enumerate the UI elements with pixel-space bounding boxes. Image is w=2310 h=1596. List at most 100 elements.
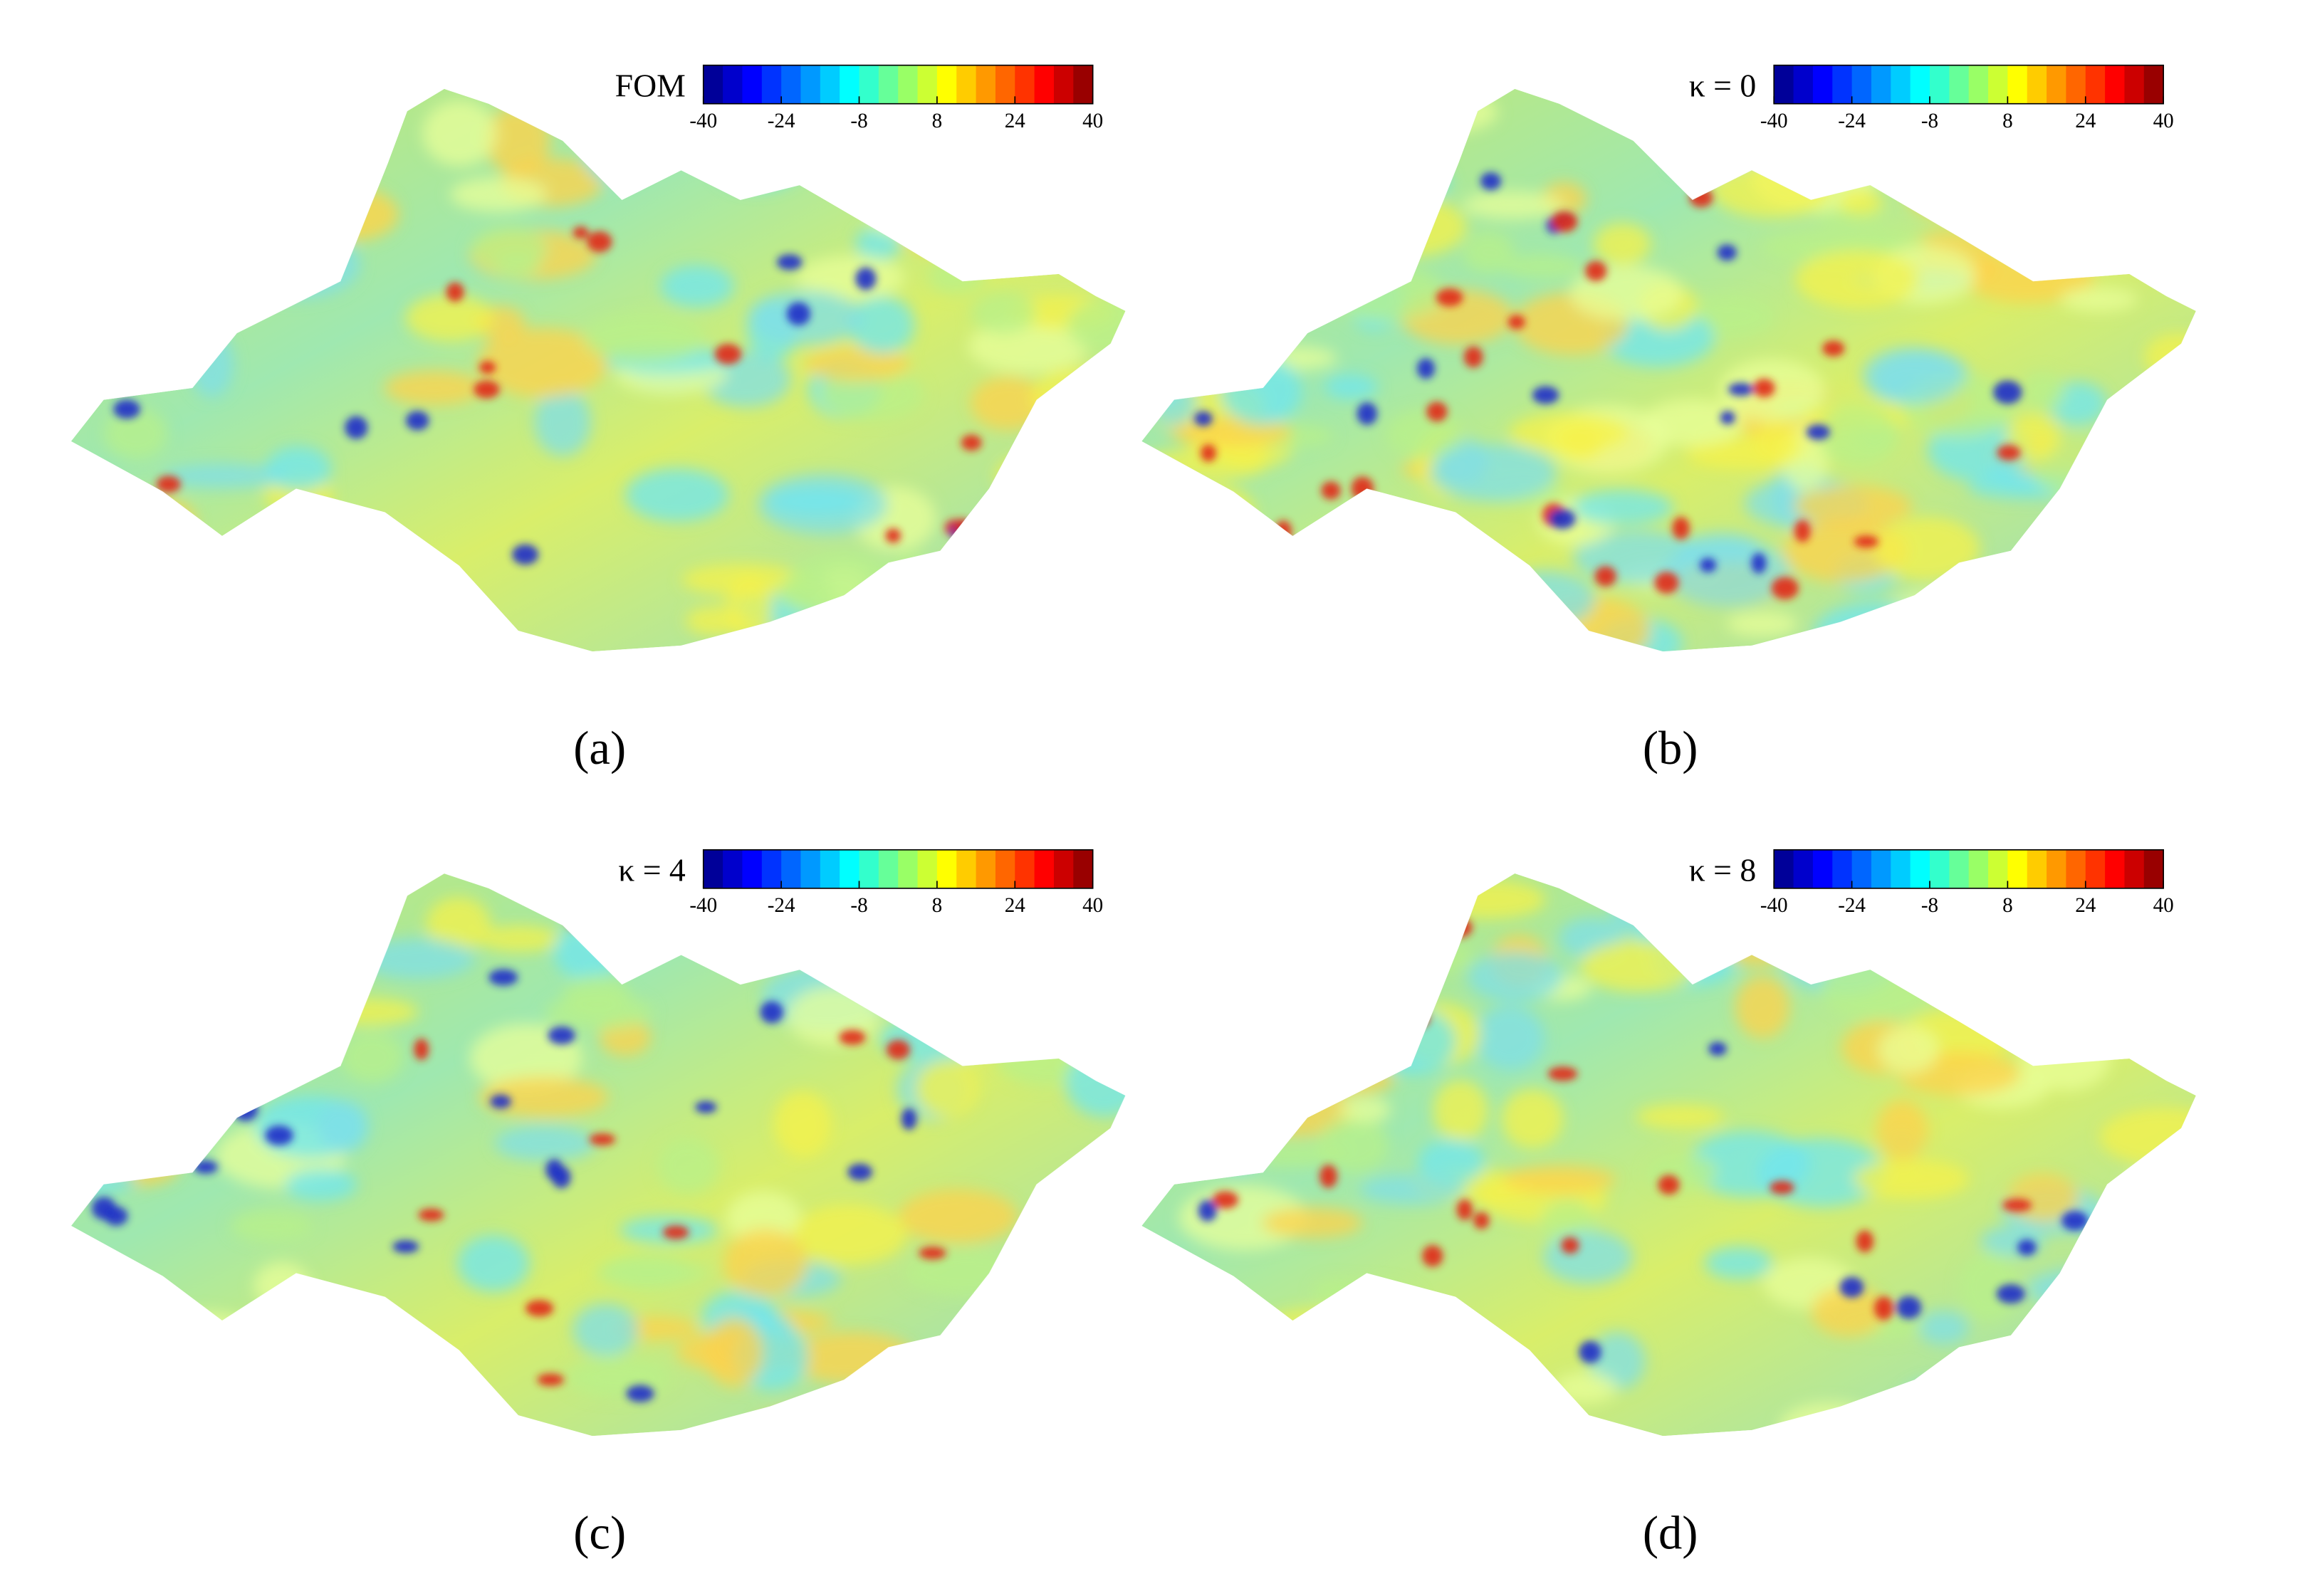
colorbar-level — [1034, 65, 1055, 104]
peak — [1321, 481, 1341, 500]
surface-patch — [150, 1311, 256, 1357]
surface-patch — [1462, 191, 1564, 219]
surface-patch — [1221, 1341, 1290, 1407]
surface-patch — [1358, 524, 1440, 595]
peak — [123, 195, 150, 216]
peak — [1532, 386, 1559, 404]
surface-patch — [600, 1252, 691, 1291]
surface-patch — [897, 603, 956, 652]
surface-patch — [1324, 374, 1379, 400]
surface-patch — [704, 1316, 763, 1387]
peak — [1436, 288, 1463, 307]
surface-patch — [478, 327, 608, 398]
peak — [847, 1163, 873, 1181]
colorbar-title: κ = 8 — [1689, 851, 1757, 888]
surface-patch — [117, 88, 218, 107]
surface-patch — [681, 562, 808, 597]
surface-patch — [1428, 443, 1557, 502]
surface-patch — [808, 916, 931, 986]
surface-patch — [2081, 1252, 2196, 1290]
surface-patch — [768, 487, 866, 516]
surface-patch — [885, 551, 940, 614]
peak — [525, 1300, 554, 1317]
surface-patch — [2117, 1170, 2166, 1234]
colorbar-tick-label: -40 — [689, 110, 717, 132]
surface-patch — [315, 997, 419, 1026]
peak — [1658, 901, 1686, 915]
colorbar-level — [800, 849, 821, 888]
peak — [1689, 188, 1713, 208]
surface-patch — [897, 196, 975, 254]
peak — [490, 1094, 511, 1109]
surface-patch — [553, 925, 620, 980]
peak — [1957, 996, 1985, 1014]
surface-patch — [988, 910, 1041, 980]
surface-patch — [544, 994, 653, 1031]
surface-patch — [910, 962, 992, 1019]
colorbar-level — [2066, 65, 2086, 104]
peak — [1993, 380, 2022, 404]
surface-patch — [1017, 900, 1126, 963]
surface-patch — [495, 253, 540, 278]
surface-patch — [1495, 570, 1596, 628]
peak — [253, 533, 278, 555]
surface-patch — [1873, 516, 1980, 582]
surface-patch — [723, 1229, 808, 1297]
peak — [1594, 566, 1616, 587]
peak — [1854, 535, 1879, 548]
peak — [2133, 1250, 2158, 1264]
peak — [1996, 1284, 2025, 1304]
peak — [545, 1159, 563, 1181]
colorbar-level — [1034, 849, 1055, 888]
surface-patch — [357, 938, 476, 980]
surface-patch — [796, 255, 905, 300]
peak — [1794, 520, 1811, 542]
surface-patch — [1015, 1279, 1085, 1341]
colorbar-title: κ = 0 — [1689, 67, 1757, 103]
surface-patch — [70, 1069, 188, 1132]
peak — [919, 1246, 946, 1260]
surface-patch — [879, 576, 1005, 632]
peak — [1547, 1066, 1578, 1081]
surface-patch — [1225, 301, 1277, 340]
surface-patch — [1017, 519, 1073, 567]
colorbar-level — [878, 65, 899, 104]
colorbar-level — [2066, 849, 2086, 888]
colorbar-level — [1812, 65, 1833, 104]
surface-patch — [1144, 187, 1193, 233]
surface-patch — [2097, 573, 2196, 621]
surface-patch — [1062, 1325, 1126, 1354]
surface-patch — [1030, 1318, 1126, 1375]
peak — [567, 913, 592, 930]
colorbar-tick-label: -40 — [1760, 110, 1788, 132]
surface-patch — [941, 219, 1047, 263]
surface-patch — [2066, 929, 2131, 985]
colorbar-level — [936, 849, 957, 888]
colorbar-level — [1891, 849, 1911, 888]
surface-patch — [1343, 600, 1470, 652]
surface-patch — [1152, 379, 1197, 429]
colorbar-level — [2105, 65, 2126, 104]
peak — [1444, 918, 1473, 938]
colorbar-level — [917, 65, 938, 104]
surface-patch — [1502, 254, 1582, 279]
colorbar-level — [781, 849, 802, 888]
colorbar-level — [2047, 849, 2067, 888]
surface-patch — [70, 1392, 159, 1437]
surface-patch — [479, 1076, 609, 1118]
surface-patch — [1339, 88, 1398, 132]
peak — [255, 216, 273, 232]
colorbar-level — [1871, 65, 1891, 104]
surface-patch — [1735, 975, 1790, 1039]
surface-patch — [903, 952, 958, 1023]
peak — [1211, 341, 1233, 365]
colorbar-level — [761, 849, 782, 888]
peak — [1426, 401, 1448, 422]
surface-patch — [877, 951, 950, 997]
colorbar-level — [878, 849, 899, 888]
surface-patch — [285, 1168, 357, 1201]
surface-patch — [2108, 1402, 2194, 1437]
surface-patch — [1500, 1088, 1564, 1149]
peak — [1896, 1296, 1922, 1319]
